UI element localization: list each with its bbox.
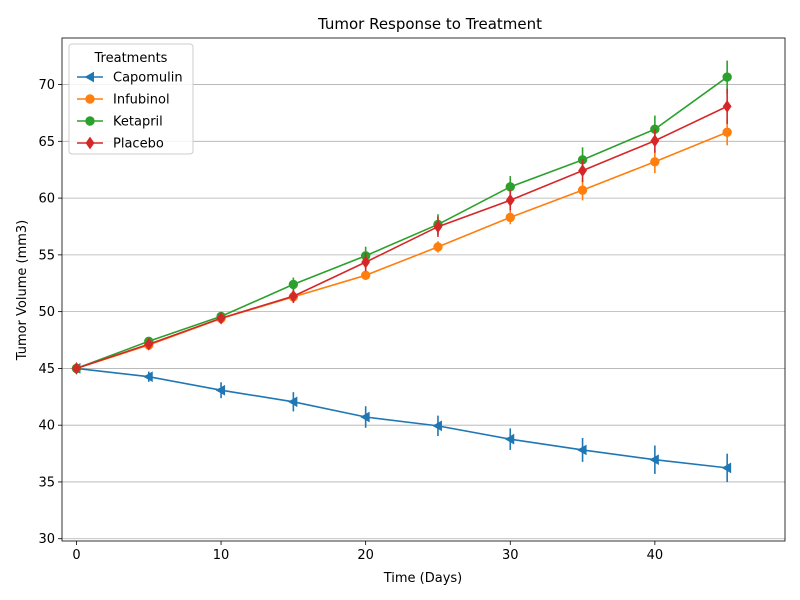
x-axis-label: Time (Days) <box>383 571 463 586</box>
series-placebo <box>72 88 732 375</box>
x-tick-label-0: 0 <box>72 548 80 563</box>
legend-marker-capomulin <box>84 71 94 83</box>
legend-item-capomulin: Capomulin <box>77 71 183 86</box>
capomulin-point <box>721 462 732 474</box>
placebo-point <box>505 193 515 207</box>
legend-label-placebo: Placebo <box>113 137 164 152</box>
plot-frame <box>61 37 786 542</box>
legend-item-ketapril: Ketapril <box>77 115 163 130</box>
placebo-point <box>650 134 660 148</box>
ketapril-point <box>722 72 732 82</box>
capomulin-point <box>143 371 153 383</box>
legend-marker-ketapril <box>85 116 95 126</box>
legend-label-ketapril: Ketapril <box>113 115 163 130</box>
placebo-point <box>722 99 732 113</box>
legend-item-placebo: Placebo <box>77 137 164 152</box>
x-tick-label-30: 30 <box>502 548 519 563</box>
infubinol-point <box>505 212 515 223</box>
legend: Treatments Capomulin Infubinol Ketapril Plac… <box>68 43 194 155</box>
y-tick-label-50: 50 <box>38 305 55 320</box>
infubinol-point <box>722 127 732 137</box>
legend-label-capomulin: Capomulin <box>113 71 183 86</box>
placebo-point <box>72 362 81 375</box>
y-tick-label-60: 60 <box>38 192 55 207</box>
series-layer <box>70 60 732 483</box>
ketapril-line <box>76 76 728 370</box>
placebo-line <box>76 105 728 370</box>
capomulin-point <box>577 444 587 456</box>
y-tick-label-70: 70 <box>38 78 55 93</box>
capomulin-line <box>76 367 728 469</box>
capomulin-point <box>360 411 370 423</box>
capomulin-point <box>504 433 515 445</box>
infubinol-point <box>433 242 443 252</box>
y-tick-label-55: 55 <box>38 248 55 263</box>
placebo-point <box>361 255 371 269</box>
legend-item-infubinol: Infubinol <box>77 93 170 108</box>
ketapril-point <box>288 279 299 290</box>
ketapril-point <box>505 182 515 192</box>
capomulin-point <box>287 396 298 408</box>
legend-label-infubinol: Infubinol <box>113 93 170 108</box>
legend-title: Treatments <box>94 51 168 66</box>
legend-marker-placebo <box>85 136 95 150</box>
y-tick-label-35: 35 <box>38 475 55 490</box>
legend-box <box>68 43 194 155</box>
infubinol-point <box>650 157 660 167</box>
axes: 30 35 40 45 50 55 60 65 70 0 10 20 30 40 <box>38 37 786 563</box>
placebo-point <box>433 220 443 234</box>
placebo-point <box>578 164 587 177</box>
capomulin-point <box>649 454 659 466</box>
infubinol-point <box>577 185 588 195</box>
x-tick-label-40: 40 <box>647 548 664 563</box>
placebo-point <box>216 311 226 325</box>
legend-marker-infubinol <box>85 94 95 104</box>
x-tick-label-10: 10 <box>213 548 230 563</box>
chart-title: Tumor Response to Treatment <box>317 15 542 33</box>
infubinol-point <box>360 270 371 281</box>
placebo-point <box>144 337 154 351</box>
x-tick-label-20: 20 <box>357 548 374 563</box>
y-tick-label-30: 30 <box>38 532 55 547</box>
y-axis-label: Tumor Volume (mm3) <box>15 220 30 362</box>
y-tick-label-65: 65 <box>38 135 55 150</box>
y-tick-label-40: 40 <box>38 419 55 434</box>
y-tick-label-45: 45 <box>38 362 55 377</box>
capomulin-point <box>215 384 226 396</box>
capomulin-point <box>432 420 442 432</box>
placebo-point <box>288 289 298 303</box>
